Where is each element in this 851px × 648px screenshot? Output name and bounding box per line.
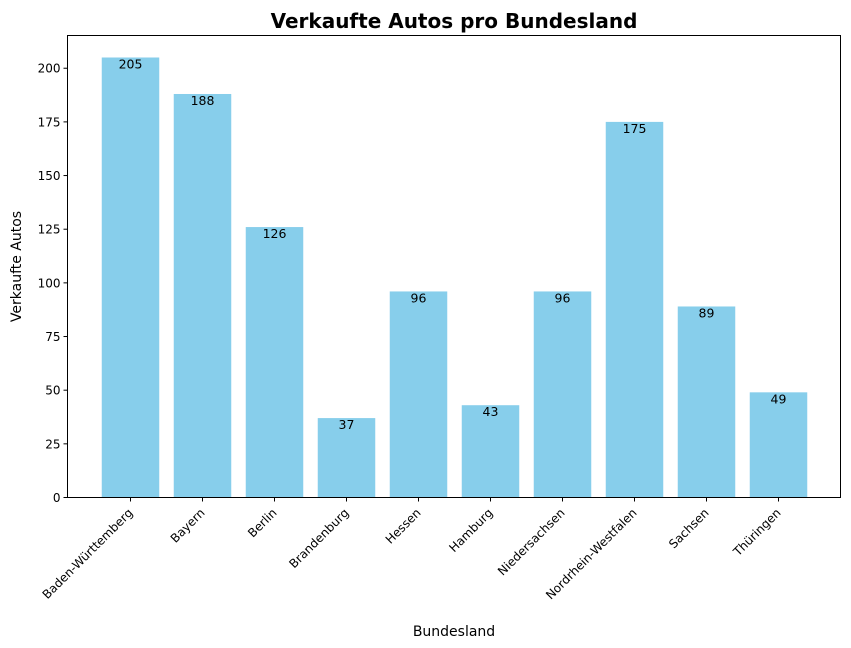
bar-8: [677, 306, 736, 498]
bar-2: [245, 227, 304, 498]
x-tick-label-5: Hamburg: [446, 506, 495, 555]
bar-9: [749, 392, 808, 498]
bar-6: [533, 291, 592, 498]
plot-frame: [67, 35, 841, 498]
y-tick-label-4: 100: [38, 276, 61, 290]
data-label-8: 89: [699, 305, 715, 320]
x-tick-label-8: Sachsen: [666, 506, 712, 552]
chart-title: Verkaufte Autos pro Bundesland: [271, 9, 638, 33]
data-label-6: 96: [555, 290, 571, 305]
data-label-0: 205: [119, 57, 143, 72]
bar-4: [389, 291, 448, 498]
data-label-4: 96: [411, 290, 427, 305]
x-axis: Baden-Württemberg Bayern Berlin Brandenburg…: [40, 497, 784, 602]
data-label-2: 126: [263, 226, 287, 241]
y-tick-label-1: 25: [45, 437, 60, 451]
bar-7: [605, 121, 664, 498]
data-label-1: 188: [191, 93, 215, 108]
y-tick-label-0: 0: [53, 491, 61, 505]
x-tick-label-6: Niedersachsen: [495, 506, 568, 579]
x-tick-label-1: Bayern: [168, 506, 208, 546]
x-tick-label-2: Berlin: [245, 506, 280, 541]
y-tick-label-5: 125: [38, 223, 61, 237]
x-tick-label-4: Hessen: [383, 506, 424, 547]
bar-5: [461, 405, 520, 498]
y-axis: 0 25 50 75 100 125 150 175 200: [38, 62, 68, 505]
y-tick-label-7: 175: [38, 115, 61, 129]
bar-0: [101, 57, 160, 498]
bars-group: [101, 57, 808, 498]
y-tick-label-6: 150: [38, 169, 61, 183]
bar-3: [317, 418, 376, 498]
y-tick-label-2: 50: [45, 384, 60, 398]
y-axis-label: Verkaufte Autos: [9, 211, 25, 322]
data-label-5: 43: [483, 404, 499, 419]
bar-1: [173, 93, 232, 498]
data-label-7: 175: [623, 121, 647, 136]
y-tick-label-8: 200: [38, 62, 61, 76]
data-label-3: 37: [339, 417, 355, 432]
x-tick-label-0: Baden-Württemberg: [40, 506, 136, 602]
x-axis-label: Bundesland: [413, 624, 495, 640]
x-tick-label-9: Thüringen: [730, 506, 784, 560]
x-tick-label-3: Brandenburg: [286, 506, 351, 571]
data-labels-group: 205 188 126 37 96 43 96 175 89 49: [119, 57, 787, 433]
data-label-9: 49: [771, 391, 787, 406]
y-tick-label-3: 75: [45, 330, 60, 344]
